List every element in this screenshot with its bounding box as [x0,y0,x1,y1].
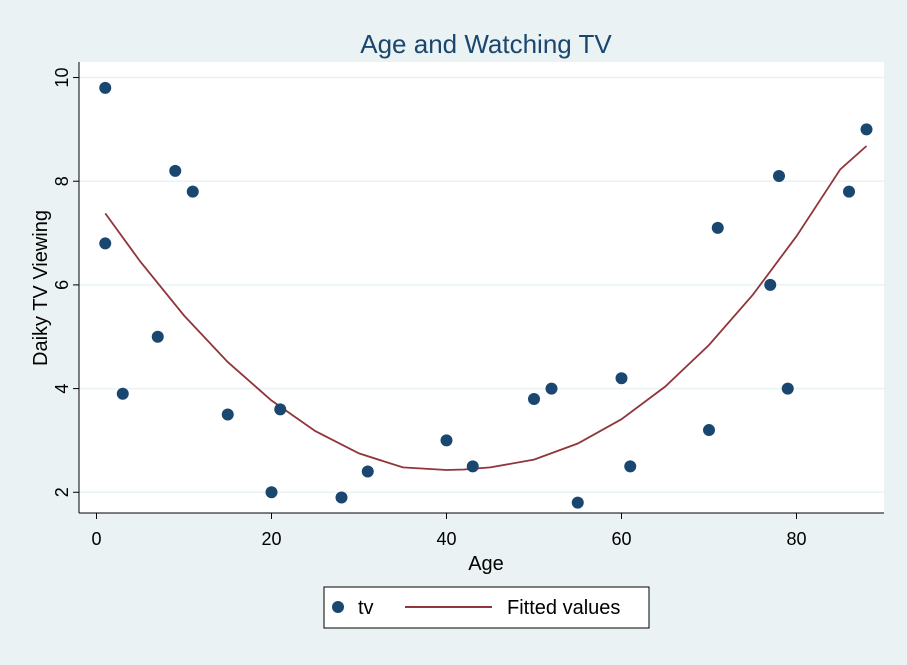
data-point [99,237,112,250]
legend-label-tv: tv [358,597,374,619]
data-point [615,372,628,385]
x-tick-label: 40 [436,529,456,549]
data-point [703,424,715,437]
data-point [186,185,199,198]
y-tick-label: 8 [52,176,72,186]
data-point [265,486,278,499]
legend-marker-tv [332,601,344,613]
legend-label-fitted: Fitted values [507,597,620,619]
data-point [528,392,540,405]
data-point [151,330,164,343]
chart-title: Age and Watching TV [360,29,612,59]
data-point [361,465,374,478]
data-point [221,408,234,421]
data-point [116,387,129,400]
x-tick-label: 0 [91,529,101,549]
data-point [335,491,348,504]
data-point [711,221,724,234]
data-point [843,185,855,198]
x-tick-label: 80 [786,529,806,549]
y-tick-label: 4 [52,384,72,394]
data-point [545,382,558,395]
points-layer [99,81,873,509]
data-point [99,81,112,94]
x-tick-label: 20 [261,529,281,549]
x-tick-label: 60 [611,529,631,549]
legend: tv Fitted values [323,586,650,629]
data-point [624,460,637,473]
data-point [773,170,785,183]
y-tick-label: 6 [52,280,72,290]
y-tick-label: 10 [52,68,72,88]
y-tick-label: 2 [52,487,72,497]
data-point [764,278,777,291]
x-axis-label: Age [468,553,504,575]
data-point [860,123,873,136]
data-point [466,460,479,473]
axis-ticks: 2 4 6 8 10 0 20 40 60 80 [52,68,807,549]
plot-area [79,62,884,513]
axes [78,62,884,514]
data-point [781,382,794,395]
data-point [274,403,287,416]
y-axis-label: Daiky TV Viewing [30,210,52,366]
data-point [571,496,584,509]
data-point [169,164,182,177]
data-point [440,434,453,447]
grid-lines [79,76,884,494]
